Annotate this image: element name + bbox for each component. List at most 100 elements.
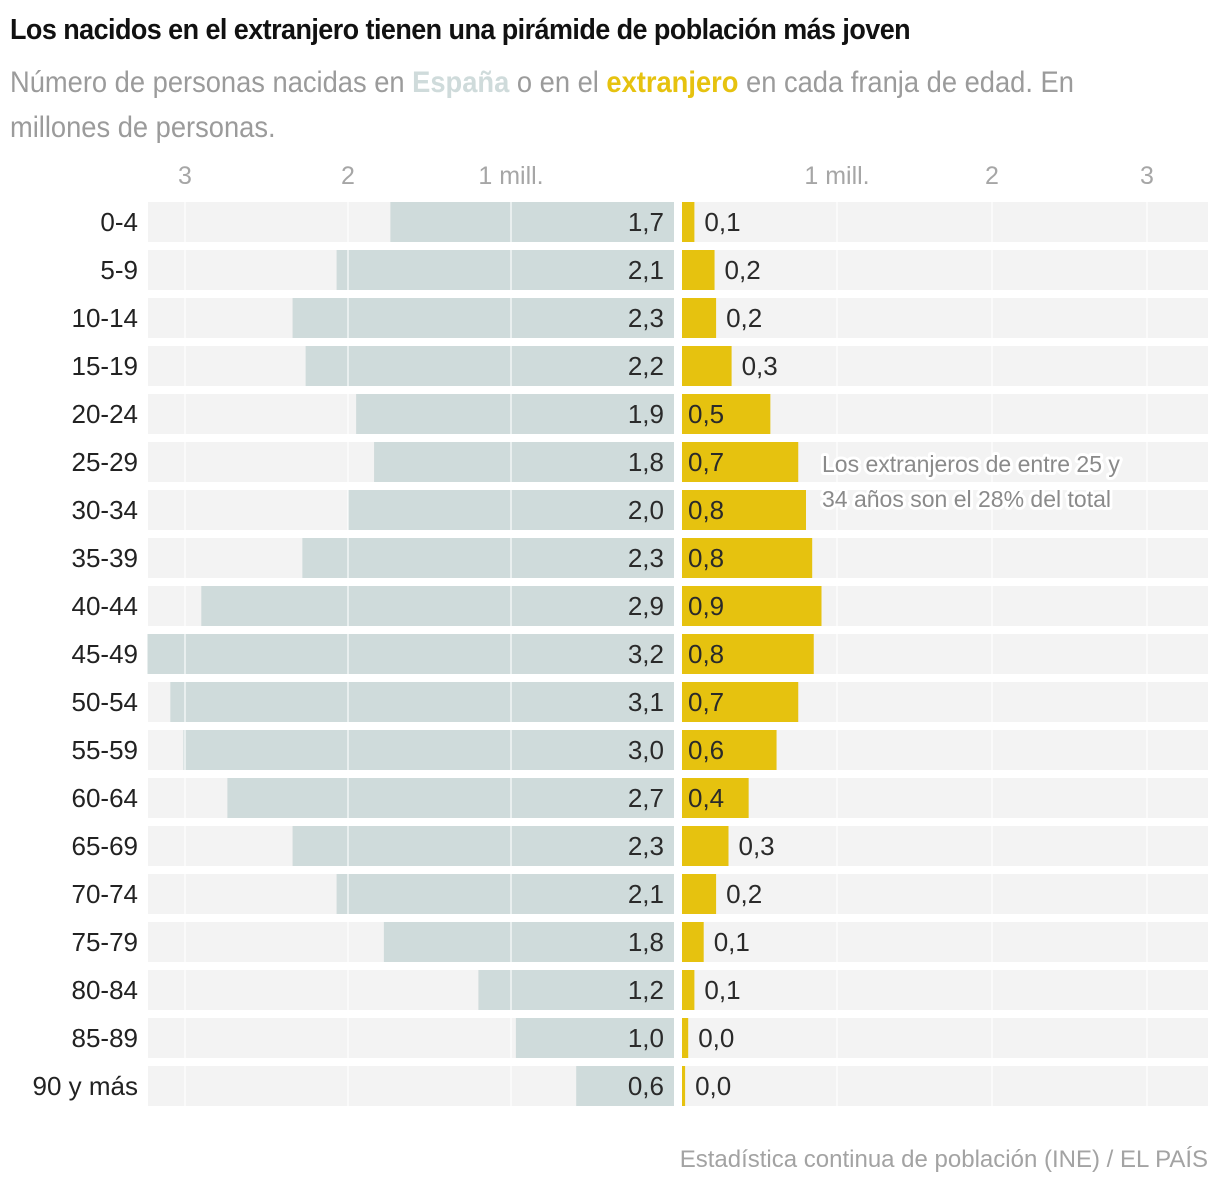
gridline bbox=[836, 442, 838, 482]
gridline bbox=[184, 250, 186, 290]
gridline bbox=[991, 1018, 993, 1058]
subtitle-text-3: en cada franja de edad. En millones de p… bbox=[10, 66, 1074, 144]
foreign-value-label: 0,8 bbox=[688, 495, 724, 525]
gridline bbox=[836, 922, 838, 962]
gridline bbox=[836, 202, 838, 242]
pyramid-row: 15-19 2,2 0,3 bbox=[72, 346, 1208, 386]
spain-value-label: 2,1 bbox=[628, 879, 664, 909]
gridline bbox=[991, 394, 993, 434]
foreign-bar bbox=[682, 682, 799, 722]
gridline bbox=[347, 874, 349, 914]
foreign-value-label: 0,0 bbox=[698, 1023, 734, 1053]
gridline bbox=[510, 970, 512, 1010]
chart-title: Los nacidos en el extranjero tienen una … bbox=[10, 14, 911, 46]
gridline bbox=[184, 634, 186, 674]
gridline bbox=[184, 826, 186, 866]
age-group-label: 60-64 bbox=[72, 783, 139, 813]
foreign-value-label: 0,8 bbox=[688, 639, 724, 669]
gridline bbox=[347, 730, 349, 770]
gridline bbox=[836, 250, 838, 290]
foreign-bar bbox=[682, 826, 729, 866]
spain-value-label: 2,3 bbox=[628, 303, 664, 333]
gridline bbox=[836, 1066, 838, 1106]
gridline bbox=[991, 202, 993, 242]
pyramid-row: 5-9 2,1 0,2 bbox=[100, 250, 1208, 290]
age-group-label: 75-79 bbox=[72, 927, 139, 957]
age-group-label: 90 y más bbox=[33, 1071, 139, 1101]
spain-bar bbox=[227, 778, 674, 818]
gridline bbox=[991, 826, 993, 866]
pyramid-row: 45-49 3,2 0,8 bbox=[72, 634, 1208, 674]
gridline bbox=[1146, 490, 1148, 530]
gridline bbox=[1146, 394, 1148, 434]
gridline bbox=[184, 874, 186, 914]
left-tick-label: 2 bbox=[341, 162, 355, 190]
gridline bbox=[510, 778, 512, 818]
pyramid-row: 30-34 2,0 0,8 bbox=[72, 490, 1208, 530]
foreign-value-label: 0,2 bbox=[726, 303, 762, 333]
gridline bbox=[347, 970, 349, 1010]
gridline bbox=[347, 394, 349, 434]
foreign-bar bbox=[682, 250, 715, 290]
foreign-bar bbox=[682, 442, 799, 482]
gridline bbox=[347, 1066, 349, 1106]
right-track bbox=[682, 1066, 1208, 1106]
gridline bbox=[1146, 1066, 1148, 1106]
spain-bar bbox=[201, 586, 675, 626]
gridline bbox=[184, 682, 186, 722]
pyramid-row: 20-24 1,9 0,5 bbox=[72, 394, 1208, 434]
gridline bbox=[991, 538, 993, 578]
gridline bbox=[347, 682, 349, 722]
spain-bar bbox=[390, 202, 674, 242]
gridline bbox=[991, 634, 993, 674]
right-track bbox=[682, 202, 1208, 242]
gridline bbox=[184, 490, 186, 530]
spain-value-label: 1,2 bbox=[628, 975, 664, 1005]
gridline bbox=[184, 922, 186, 962]
gridline bbox=[510, 202, 512, 242]
gridline bbox=[510, 730, 512, 770]
right-track bbox=[682, 874, 1208, 914]
gridline bbox=[510, 826, 512, 866]
pyramid-row: 90 y más 0,6 0,0 bbox=[33, 1066, 1208, 1106]
gridline bbox=[510, 874, 512, 914]
foreign-bar bbox=[682, 298, 717, 338]
age-group-label: 25-29 bbox=[72, 447, 139, 477]
legend-spain: España bbox=[412, 66, 510, 99]
gridline bbox=[991, 298, 993, 338]
foreign-bar bbox=[682, 730, 777, 770]
foreign-value-label: 0,2 bbox=[725, 255, 761, 285]
age-group-label: 45-49 bbox=[72, 639, 139, 669]
foreign-bar bbox=[682, 1066, 686, 1106]
spain-bar bbox=[356, 394, 674, 434]
annotation-text: Los extranjeros de entre 25 y bbox=[822, 451, 1120, 477]
age-group-label: 20-24 bbox=[72, 399, 139, 429]
gridline bbox=[510, 682, 512, 722]
gridline bbox=[1146, 970, 1148, 1010]
gridline bbox=[510, 442, 512, 482]
gridline bbox=[1146, 682, 1148, 722]
spain-value-label: 2,3 bbox=[628, 543, 664, 573]
spain-value-label: 2,7 bbox=[628, 783, 664, 813]
spain-bar bbox=[302, 538, 674, 578]
age-group-label: 85-89 bbox=[72, 1023, 139, 1053]
gridline bbox=[836, 730, 838, 770]
gridline bbox=[510, 490, 512, 530]
pyramid-row: 50-54 3,1 0,7 bbox=[72, 682, 1208, 722]
spain-value-label: 1,8 bbox=[628, 447, 664, 477]
foreign-value-label: 0,8 bbox=[688, 543, 724, 573]
gridline bbox=[347, 442, 349, 482]
right-track bbox=[682, 826, 1208, 866]
spain-bar bbox=[147, 634, 674, 674]
age-group-label: 80-84 bbox=[72, 975, 139, 1005]
spain-bar bbox=[515, 1018, 674, 1058]
spain-value-label: 3,1 bbox=[628, 687, 664, 717]
right-track bbox=[682, 250, 1208, 290]
gridline bbox=[836, 634, 838, 674]
gridline bbox=[347, 634, 349, 674]
spain-value-label: 2,3 bbox=[628, 831, 664, 861]
spain-value-label: 1,7 bbox=[628, 207, 664, 237]
gridline bbox=[184, 298, 186, 338]
gridline bbox=[347, 490, 349, 530]
